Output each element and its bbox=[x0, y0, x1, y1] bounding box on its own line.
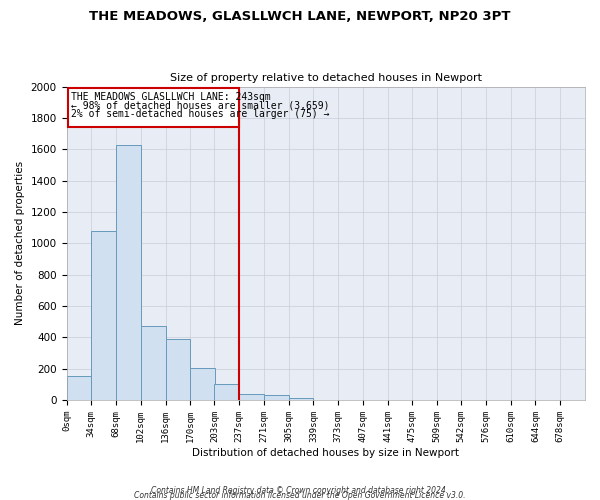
Bar bbox=[116, 144, 141, 400]
Bar bbox=[289, 398, 313, 400]
Text: THE MEADOWS GLASLLWCH LANE: 243sqm: THE MEADOWS GLASLLWCH LANE: 243sqm bbox=[71, 92, 271, 102]
Bar bbox=[141, 326, 166, 400]
Text: 2% of semi-detached houses are larger (75) →: 2% of semi-detached houses are larger (7… bbox=[71, 110, 329, 120]
Y-axis label: Number of detached properties: Number of detached properties bbox=[15, 161, 25, 326]
Bar bbox=[166, 339, 190, 400]
Bar bbox=[264, 396, 289, 400]
Title: Size of property relative to detached houses in Newport: Size of property relative to detached ho… bbox=[170, 73, 482, 83]
Bar bbox=[190, 368, 215, 400]
Text: THE MEADOWS, GLASLLWCH LANE, NEWPORT, NP20 3PT: THE MEADOWS, GLASLLWCH LANE, NEWPORT, NP… bbox=[89, 10, 511, 23]
Bar bbox=[91, 230, 116, 400]
Bar bbox=[239, 394, 264, 400]
Text: Contains HM Land Registry data © Crown copyright and database right 2024.: Contains HM Land Registry data © Crown c… bbox=[151, 486, 449, 495]
Bar bbox=[214, 384, 239, 400]
Bar bbox=[67, 376, 91, 400]
FancyBboxPatch shape bbox=[68, 88, 239, 128]
X-axis label: Distribution of detached houses by size in Newport: Distribution of detached houses by size … bbox=[192, 448, 459, 458]
Text: ← 98% of detached houses are smaller (3,659): ← 98% of detached houses are smaller (3,… bbox=[71, 100, 329, 110]
Text: Contains public sector information licensed under the Open Government Licence v3: Contains public sector information licen… bbox=[134, 491, 466, 500]
